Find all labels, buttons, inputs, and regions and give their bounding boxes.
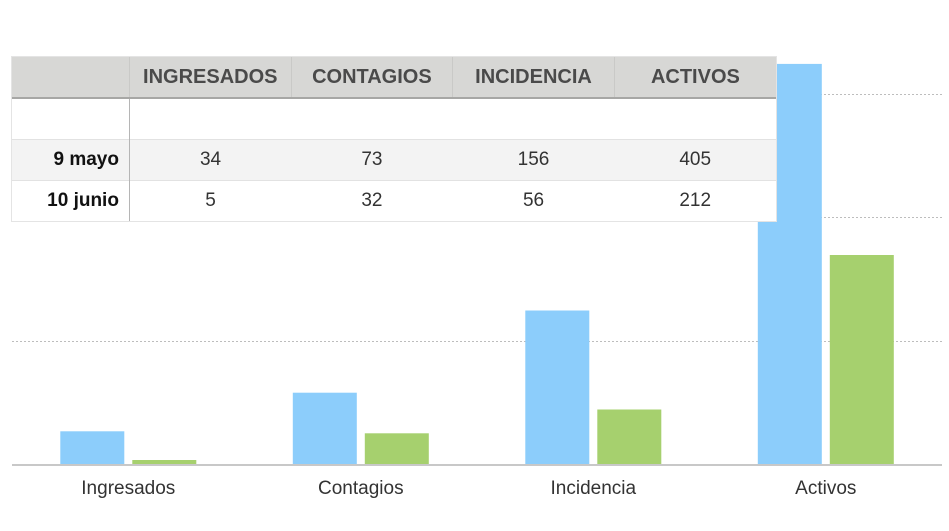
table-cell: 34 (129, 139, 292, 181)
table-empty-cell (12, 98, 130, 140)
table-cell: 405 (614, 139, 776, 181)
table-cell: 73 (291, 139, 453, 181)
table-row: 9 mayo 34 73 156 405 (12, 139, 776, 181)
category-label-activos: Activos (795, 478, 856, 499)
bar-incidencia-series-2 (597, 409, 662, 465)
table-header-activos: ACTIVOS (614, 57, 776, 99)
table-empty-cell (614, 98, 776, 140)
table-cell: 32 (291, 180, 453, 221)
bar-activos-series-2 (829, 255, 894, 465)
category-label-incidencia: Incidencia (551, 478, 637, 499)
table-cell: 156 (452, 139, 615, 181)
table-header-ingresados: INGRESADOS (129, 57, 292, 99)
bar-ingresados-series-2 (132, 460, 197, 465)
bar-incidencia-series-1 (525, 310, 590, 465)
row-label-9-mayo: 9 mayo (12, 139, 130, 181)
bar-ingresados-series-1 (60, 431, 125, 465)
category-label-contagios: Contagios (318, 478, 404, 499)
table-cell: 212 (614, 180, 776, 221)
table-corner-cell (12, 57, 130, 99)
data-table: INGRESADOS CONTAGIOS INCIDENCIA ACTIVOS … (12, 57, 776, 221)
table-header-row: INGRESADOS CONTAGIOS INCIDENCIA ACTIVOS (12, 57, 776, 99)
table-empty-cell (452, 98, 615, 140)
bar-contagios-series-1 (292, 392, 357, 465)
table-empty-row (12, 98, 776, 140)
table-cell: 56 (452, 180, 615, 221)
table-cell: 5 (129, 180, 292, 221)
table-empty-cell (129, 98, 292, 140)
category-labels: Ingresados Contagios Incidencia Activos (81, 478, 856, 499)
table-header-incidencia: INCIDENCIA (452, 57, 615, 99)
category-label-ingresados: Ingresados (81, 478, 175, 499)
table-empty-cell (291, 98, 453, 140)
table-header-contagios: CONTAGIOS (291, 57, 454, 99)
table-row: 10 junio 5 32 56 212 (12, 180, 776, 221)
bar-contagios-series-2 (364, 433, 429, 465)
row-label-10-junio: 10 junio (12, 180, 130, 221)
